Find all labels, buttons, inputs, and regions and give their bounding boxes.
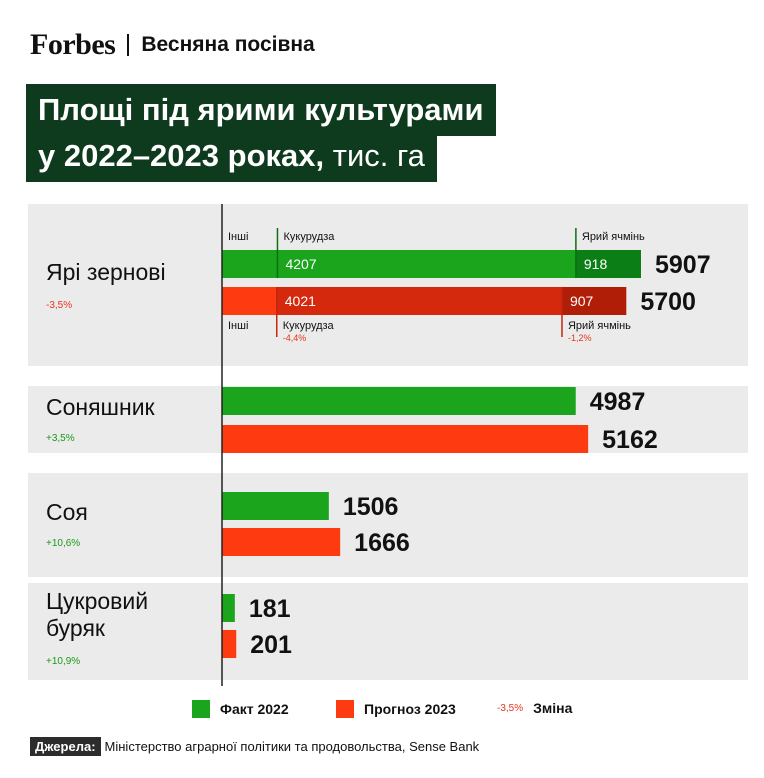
bar-forecast-corn xyxy=(276,287,562,315)
category-change-1: +3,5% xyxy=(46,433,75,444)
legend-change-sample: -3,5% xyxy=(497,702,524,714)
category-label-0: Ярі зернові xyxy=(46,259,166,285)
bar-fact-barley xyxy=(575,250,641,278)
chart-title-line-1: Площі під ярими культурами xyxy=(26,84,496,136)
chart-title-line-2: у 2022–2023 роках, тис. га xyxy=(26,130,437,182)
bar-forecast-other xyxy=(222,287,277,315)
bar-fact-3 xyxy=(222,594,235,622)
segment-change-barley: -1,2% xyxy=(568,333,592,343)
legend-forecast: Прогноз 2023 xyxy=(336,700,456,718)
category-label-2: Соя xyxy=(46,499,88,525)
bar-forecast-1 xyxy=(222,425,589,453)
legend-fact-swatch xyxy=(192,700,210,718)
value-label-fact-1: 4987 xyxy=(590,388,646,416)
legend-forecast-label: Прогноз 2023 xyxy=(364,701,456,717)
category-label-1: Соняшник xyxy=(46,394,156,420)
value-label-fact-2: 1506 xyxy=(343,493,399,521)
sources-text: Міністерство аграрної політики та продов… xyxy=(104,739,480,754)
legend-fact: Факт 2022 xyxy=(192,700,289,718)
bar-chart: Ярі зернові -3,5% Соняшник +3,5% Соя +10,6% Цу… xyxy=(28,204,748,686)
category-change-3: +10,9% xyxy=(46,656,80,667)
title-line-2: у 2022–2023 роках, xyxy=(38,138,325,173)
legend: Факт 2022 Прогноз 2023 -3,5% Зміна xyxy=(0,700,764,724)
value-label-forecast-0: 5700 xyxy=(640,288,696,316)
segment-label-barley-top: Ярий ячмінь xyxy=(582,231,645,243)
segment-label-corn-bottom: Кукурудза xyxy=(283,320,335,332)
forbes-logo: Forbes xyxy=(30,28,116,61)
section-title: Весняна посівна xyxy=(141,33,315,56)
brand-header: Forbes Весняна посівна xyxy=(30,28,315,62)
segment-label-barley-bottom: Ярий ячмінь xyxy=(568,320,631,332)
value-label-forecast-3: 201 xyxy=(250,631,292,659)
value-label-forecast-1: 5162 xyxy=(602,426,658,454)
category-band-3 xyxy=(28,583,748,680)
legend-change-label: Зміна xyxy=(533,700,573,716)
bar-forecast-barley xyxy=(561,287,627,315)
value-label-forecast-2: 1666 xyxy=(354,529,410,557)
bar-fact-corn xyxy=(277,250,576,278)
bar-forecast-3 xyxy=(222,630,237,658)
value-label-fact-0: 5907 xyxy=(655,251,711,279)
bar-forecast-2 xyxy=(222,528,341,556)
category-change-0: -3,5% xyxy=(46,300,72,311)
legend-fact-label: Факт 2022 xyxy=(220,701,289,717)
bar-label-forecast-corn: 4021 xyxy=(285,293,316,309)
bar-fact-1 xyxy=(222,387,576,415)
category-band-0 xyxy=(28,204,748,366)
legend-change: -3,5% Зміна xyxy=(497,700,572,716)
segment-label-other-bottom: Інші xyxy=(228,320,248,332)
category-band-2 xyxy=(28,473,748,577)
category-label-3: Цукровий xyxy=(46,588,148,614)
segment-change-corn: -4,4% xyxy=(283,333,307,343)
value-label-fact-3: 181 xyxy=(249,595,291,623)
title-line-1: Площі під ярими культурами xyxy=(38,92,484,127)
sources: Джерела: Міністерство аграрної політики … xyxy=(30,737,479,756)
bar-label-forecast-barley: 907 xyxy=(570,293,594,309)
segment-label-corn-top: Кукурудза xyxy=(283,231,335,243)
category-change-2: +10,6% xyxy=(46,538,80,549)
bar-label-fact-barley: 918 xyxy=(584,256,608,272)
brand-divider xyxy=(127,34,130,56)
bar-label-fact-corn: 4207 xyxy=(285,256,316,272)
bar-fact-other xyxy=(222,250,278,278)
bar-fact-2 xyxy=(222,492,329,520)
segment-label-other-top: Інші xyxy=(228,231,248,243)
category-label-3: буряк xyxy=(46,615,106,641)
sources-label: Джерела: xyxy=(30,737,101,756)
legend-forecast-swatch xyxy=(336,700,354,718)
title-unit: тис. га xyxy=(332,138,425,173)
